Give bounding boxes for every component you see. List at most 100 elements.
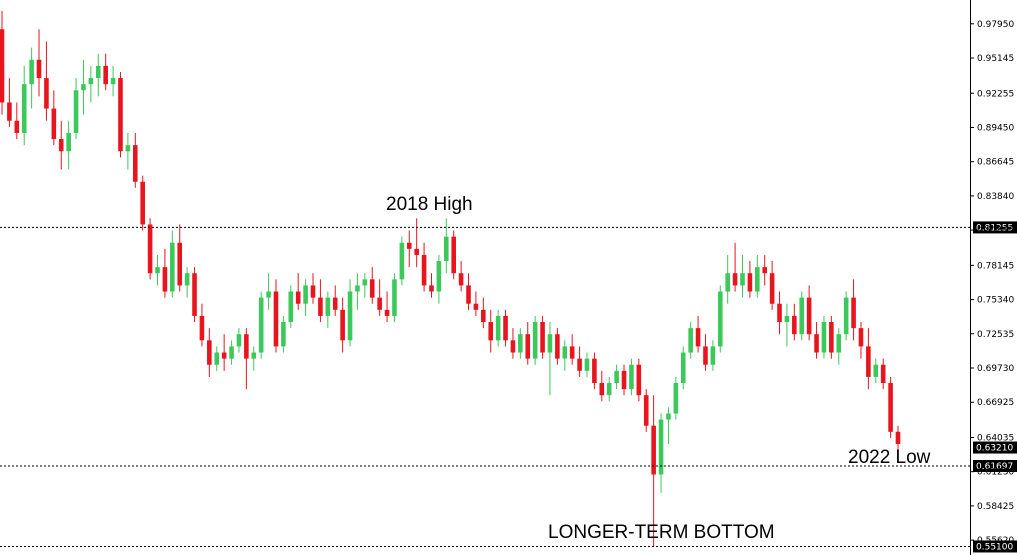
candle-body-up [688,328,693,353]
candle [325,291,331,329]
candle [21,65,27,146]
candle [132,132,138,188]
candle-body-down [369,279,375,298]
candle [725,254,730,304]
y-tick-label: 0.58425 [977,502,1014,512]
candle-body-down [7,102,12,121]
candle-body-down [703,346,708,365]
candle-body-up [755,267,760,292]
candle-body-up [547,334,553,353]
candle-body-down [466,285,471,304]
candle-body-up [347,291,353,341]
candle-body-up [629,364,634,390]
candle [295,273,301,310]
candle [184,267,190,298]
candle-body-up [532,322,538,359]
candle-body-up [562,346,568,359]
candle [303,279,308,316]
candle-body-down [458,273,464,286]
candle [569,334,575,365]
candle-body-down [792,315,797,335]
candle-body-down [199,315,205,341]
candle-body-down [866,346,871,377]
candle-body-up [266,291,271,298]
candle [829,315,834,359]
candle-body-up [784,315,790,323]
candle-body-down [414,248,419,255]
candle [288,285,294,329]
candle-body-down [429,285,434,292]
candle-body-up [436,261,442,292]
candle-body-up [821,322,827,353]
candle-body-down [858,328,864,347]
candle [636,358,642,402]
candle-body-down [377,297,382,310]
candle [858,322,864,359]
candle-body-up [288,291,294,323]
candle [695,315,701,353]
candle-body-down [295,291,301,304]
candle [703,334,708,371]
candle [792,303,797,341]
candle-body-down [36,59,42,79]
candle [866,328,871,390]
candle-body-up [710,346,716,365]
candle-body-down [140,181,145,225]
candle-body-up [66,132,71,152]
candle-body-up [95,65,101,79]
candle-body-up [88,78,94,85]
y-tick-label: 0.81035 [977,226,1014,236]
candle [873,358,879,384]
candle [518,328,523,359]
candle-body-down [636,364,642,396]
candle [532,315,538,365]
candle-body-up [873,364,879,377]
candle-body-up [236,334,242,347]
candle [777,291,782,335]
candle [399,236,405,286]
y-tick-label: 0.61230 [977,468,1014,478]
candle [806,285,812,341]
candle [95,53,101,97]
candle [851,279,856,341]
candle-body-up [725,273,730,292]
candle [880,358,886,390]
candle [651,395,656,547]
candle-body-down [888,383,893,432]
candle-body-down [340,309,345,341]
candle [451,230,456,280]
candle-body-down [384,309,390,316]
candle [577,346,582,377]
annotation-2018-high: 2018 High [386,194,473,215]
candle-body-down [273,291,279,347]
candle-body-down [577,358,582,371]
candle-body-down [829,322,834,353]
candle [510,328,516,359]
candle-body-up [251,352,257,359]
candle [444,218,449,274]
candle [236,328,242,353]
candle-body-down [695,328,701,347]
candle-body-down [621,370,627,390]
candle [51,90,57,146]
candle-body-down [592,358,597,384]
candle [340,297,345,353]
candle [44,41,49,121]
current-price-label-box [973,441,1017,454]
candle [147,218,153,280]
candle [755,254,760,298]
candle-body-up [606,383,612,396]
y-tick-label: 0.69730 [977,364,1014,374]
candle [406,230,412,268]
candle-body-up [362,279,368,286]
candle [0,10,5,115]
candle [680,346,686,390]
candle-body-up [658,419,664,475]
candle [199,303,205,347]
candle-body-down [473,303,479,310]
candle [466,273,471,310]
candle [7,78,12,127]
y-tick-label: 0.95145 [977,54,1014,64]
candle [251,346,257,371]
